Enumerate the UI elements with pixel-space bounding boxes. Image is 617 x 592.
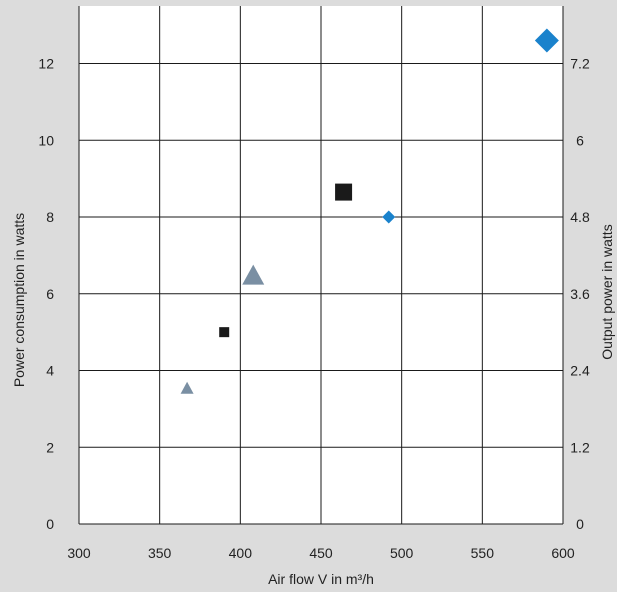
- triangle-marker: [180, 381, 194, 394]
- x-tick-label: 550: [471, 545, 495, 561]
- x-tick-label: 600: [551, 545, 575, 561]
- y2-tick-label: 0: [576, 516, 584, 532]
- y2-tick-label: 7.2: [570, 56, 590, 72]
- y-tick-label: 10: [38, 132, 54, 148]
- y-tick-label: 6: [46, 286, 54, 302]
- data-points: [180, 28, 559, 394]
- y-axis-left-title: Power consumption in watts: [11, 213, 27, 387]
- y-tick-label: 8: [46, 209, 54, 225]
- diamond-marker: [534, 28, 559, 53]
- x-tick-label: 400: [229, 545, 253, 561]
- y2-tick-label: 4.8: [570, 209, 590, 225]
- y-tick-label: 0: [46, 516, 54, 532]
- diamond-marker: [382, 210, 396, 224]
- y2-tick-label: 2.4: [570, 363, 590, 379]
- grid-lines: [78, 6, 564, 525]
- y2-tick-label: 1.2: [570, 439, 590, 455]
- y2-tick-label: 6: [576, 132, 584, 148]
- x-tick-label: 300: [67, 545, 91, 561]
- x-tick-label: 350: [148, 545, 172, 561]
- triangle-marker: [242, 264, 265, 285]
- y-tick-label: 4: [46, 363, 54, 379]
- y-tick-label: 2: [46, 439, 54, 455]
- x-tick-label: 450: [309, 545, 333, 561]
- y-tick-label: 12: [38, 56, 54, 72]
- square-marker: [335, 183, 353, 201]
- y-axis-left-ticks: 0 2 4 6 8 10 12: [38, 56, 54, 532]
- x-tick-label: 500: [390, 545, 414, 561]
- x-axis-title: Air flow V in m³/h: [268, 571, 374, 587]
- y-axis-right-title: Output power in watts: [599, 224, 615, 359]
- y-axis-right-ticks: 0 1.2 2.4 3.6 4.8 6 7.2: [570, 56, 590, 532]
- x-axis-ticks: 300 350 400 450 500 550 600: [67, 545, 575, 561]
- y2-tick-label: 3.6: [570, 286, 590, 302]
- square-marker: [219, 327, 230, 338]
